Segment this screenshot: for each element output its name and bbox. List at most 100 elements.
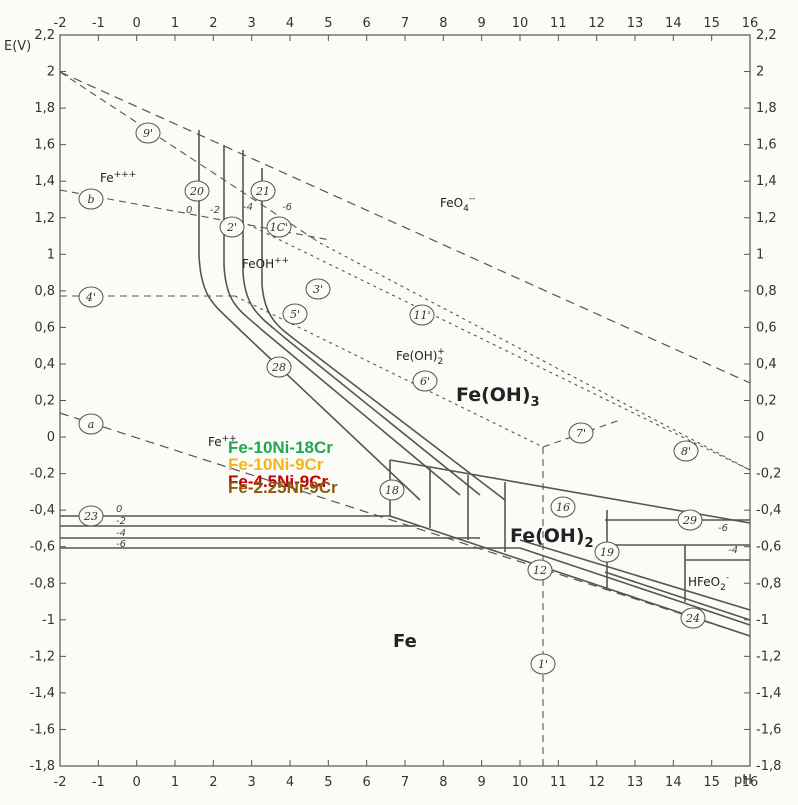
- y-tick-label-left: 1,2: [34, 211, 55, 226]
- x-tick-label-top: 14: [665, 16, 682, 31]
- line-label-1: 9': [135, 122, 161, 144]
- svg-text:2': 2': [226, 221, 237, 234]
- line-label-2: b: [78, 188, 104, 210]
- curve-21-6: [261, 168, 506, 501]
- region-hfeo2: HFeO2-: [688, 573, 729, 593]
- line-12: [519, 539, 751, 611]
- line-10p: [234, 217, 751, 471]
- x-tick-label-top: 10: [512, 16, 529, 31]
- x-tick-label-bottom: 4: [286, 775, 294, 790]
- curve-20-2: [223, 145, 461, 496]
- y-tick-label-left: -1,8: [30, 759, 55, 774]
- y-tick-label-left: -1,2: [30, 649, 55, 664]
- concentration-labels: 0 -2 -4 -6 0 -2 -4 -6 -6 -4: [116, 202, 738, 556]
- y-tick-label-left: -0,6: [30, 540, 55, 555]
- axis-ticks: [59, 34, 751, 767]
- y-tick-label-right: -1,2: [756, 649, 781, 664]
- region-feoh2-ion: Fe(OH)2+: [396, 347, 445, 367]
- x-tick-label-bottom: 2: [209, 775, 217, 790]
- line-label-21: 12: [527, 559, 553, 581]
- y-tick-label-left: 1,8: [34, 101, 55, 116]
- y-tick-label-left: 0,4: [34, 357, 55, 372]
- plot-frame: [59, 34, 751, 767]
- y-tick-label-left: 0,6: [34, 320, 55, 335]
- conc-29-4: -4: [728, 545, 738, 556]
- svg-text:a: a: [88, 418, 95, 431]
- x-tick-label-bottom: 9: [478, 775, 486, 790]
- y-tick-label-left: 1: [47, 247, 55, 262]
- svg-text:5': 5': [290, 308, 300, 321]
- x-tick-label-bottom: 7: [401, 775, 409, 790]
- conc-23-6: -6: [116, 539, 126, 550]
- x-tick-label-top: 2: [209, 16, 217, 31]
- x-tick-label-top: 4: [286, 16, 294, 31]
- x-tick-label-top: 0: [133, 16, 141, 31]
- svg-text:29: 29: [682, 514, 697, 527]
- legend-entry-4: Fe-2.25Ni-9Cr: [228, 478, 338, 497]
- x-tick-label-bottom: 0: [133, 775, 141, 790]
- svg-text:4': 4': [85, 291, 96, 304]
- y-tick-label-left: 1,6: [34, 138, 55, 153]
- x-tick-label-top: 1: [171, 16, 179, 31]
- y-tick-label-right: 1,6: [756, 138, 777, 153]
- fe-horizontal-lines: [60, 515, 520, 549]
- line-label-3: 4': [78, 286, 104, 308]
- line-label-22: 24: [680, 607, 706, 629]
- y-tick-label-left: -0,8: [30, 576, 55, 591]
- region-feoh2-solid: Fe(OH)2: [510, 525, 594, 551]
- line-a: [59, 412, 751, 637]
- x-tick-label-bottom: 5: [324, 775, 332, 790]
- x-tick-label-top: 11: [550, 16, 567, 31]
- solid-curves: [198, 130, 506, 501]
- line-label-12: 11': [409, 304, 435, 326]
- conc-20-2: -2: [210, 205, 220, 216]
- conc-20-0: 0: [186, 205, 192, 216]
- y-tick-label-left: -0,2: [30, 467, 55, 482]
- y-tick-label-left: -1,4: [30, 686, 55, 701]
- line-label-15: 8': [673, 440, 699, 462]
- svg-text:8': 8': [681, 445, 691, 458]
- line-label-17: 18: [379, 479, 405, 501]
- x-axis-title: pH: [734, 773, 752, 788]
- y-tick-label-right: -1,4: [756, 686, 781, 701]
- svg-text:1C': 1C': [270, 221, 288, 234]
- y-tick-label-left: -1,6: [30, 722, 55, 737]
- region-feo4: FeO4--: [440, 194, 475, 214]
- y-tick-label-left: -1: [42, 613, 55, 628]
- line-label-6: 2': [219, 216, 245, 238]
- svg-text:23: 23: [83, 510, 98, 523]
- x-tick-label-bottom: 6: [363, 775, 371, 790]
- x-tick-label-top: -1: [92, 16, 105, 31]
- x-tick-label-top: 13: [627, 16, 644, 31]
- svg-text:18: 18: [385, 484, 399, 497]
- conc-29-6: -6: [718, 523, 728, 534]
- x-tick-label-bottom: 1: [171, 775, 179, 790]
- x-tick-label-top: 15: [703, 16, 720, 31]
- y-tick-label-right: 0,6: [756, 320, 777, 335]
- region-feoh: FeOH++: [242, 256, 289, 271]
- svg-text:21: 21: [255, 185, 270, 198]
- x-tick-label-bottom: 16: [742, 775, 759, 790]
- y-tick-label-right: 2,2: [756, 28, 777, 43]
- curve-20-0: [198, 130, 421, 501]
- alloy-legend: Fe-10Ni-18Cr Fe-10Ni-9Cr Fe-4.5Ni-9Cr Fe…: [228, 438, 338, 497]
- conc-21-6: -6: [282, 202, 292, 213]
- line-label-18: 16: [550, 496, 576, 518]
- x-tick-label-top: 16: [742, 16, 759, 31]
- line-24: [604, 571, 751, 621]
- x-tick-label-bottom: -2: [54, 775, 67, 790]
- y-tick-label-right: 0,4: [756, 357, 777, 372]
- conc-23-0: 0: [116, 504, 122, 515]
- legend-entry-2: Fe-10Ni-9Cr: [228, 455, 324, 474]
- y-tick-label-left: -0,4: [30, 503, 55, 518]
- y-tick-label-right: 0,2: [756, 394, 777, 409]
- x-tick-label-top: 5: [324, 16, 332, 31]
- x-tick-label-bottom: 15: [703, 775, 720, 790]
- region-fe-metal: Fe: [393, 631, 417, 652]
- svg-text:9': 9': [143, 127, 153, 140]
- y-tick-label-right: 0,8: [756, 284, 777, 299]
- y-axis-title: E(V): [4, 39, 31, 54]
- x-tick-label-bottom: 10: [512, 775, 529, 790]
- region-fe2: Fe++: [208, 434, 237, 449]
- y-tick-label-right: -0,4: [756, 503, 781, 518]
